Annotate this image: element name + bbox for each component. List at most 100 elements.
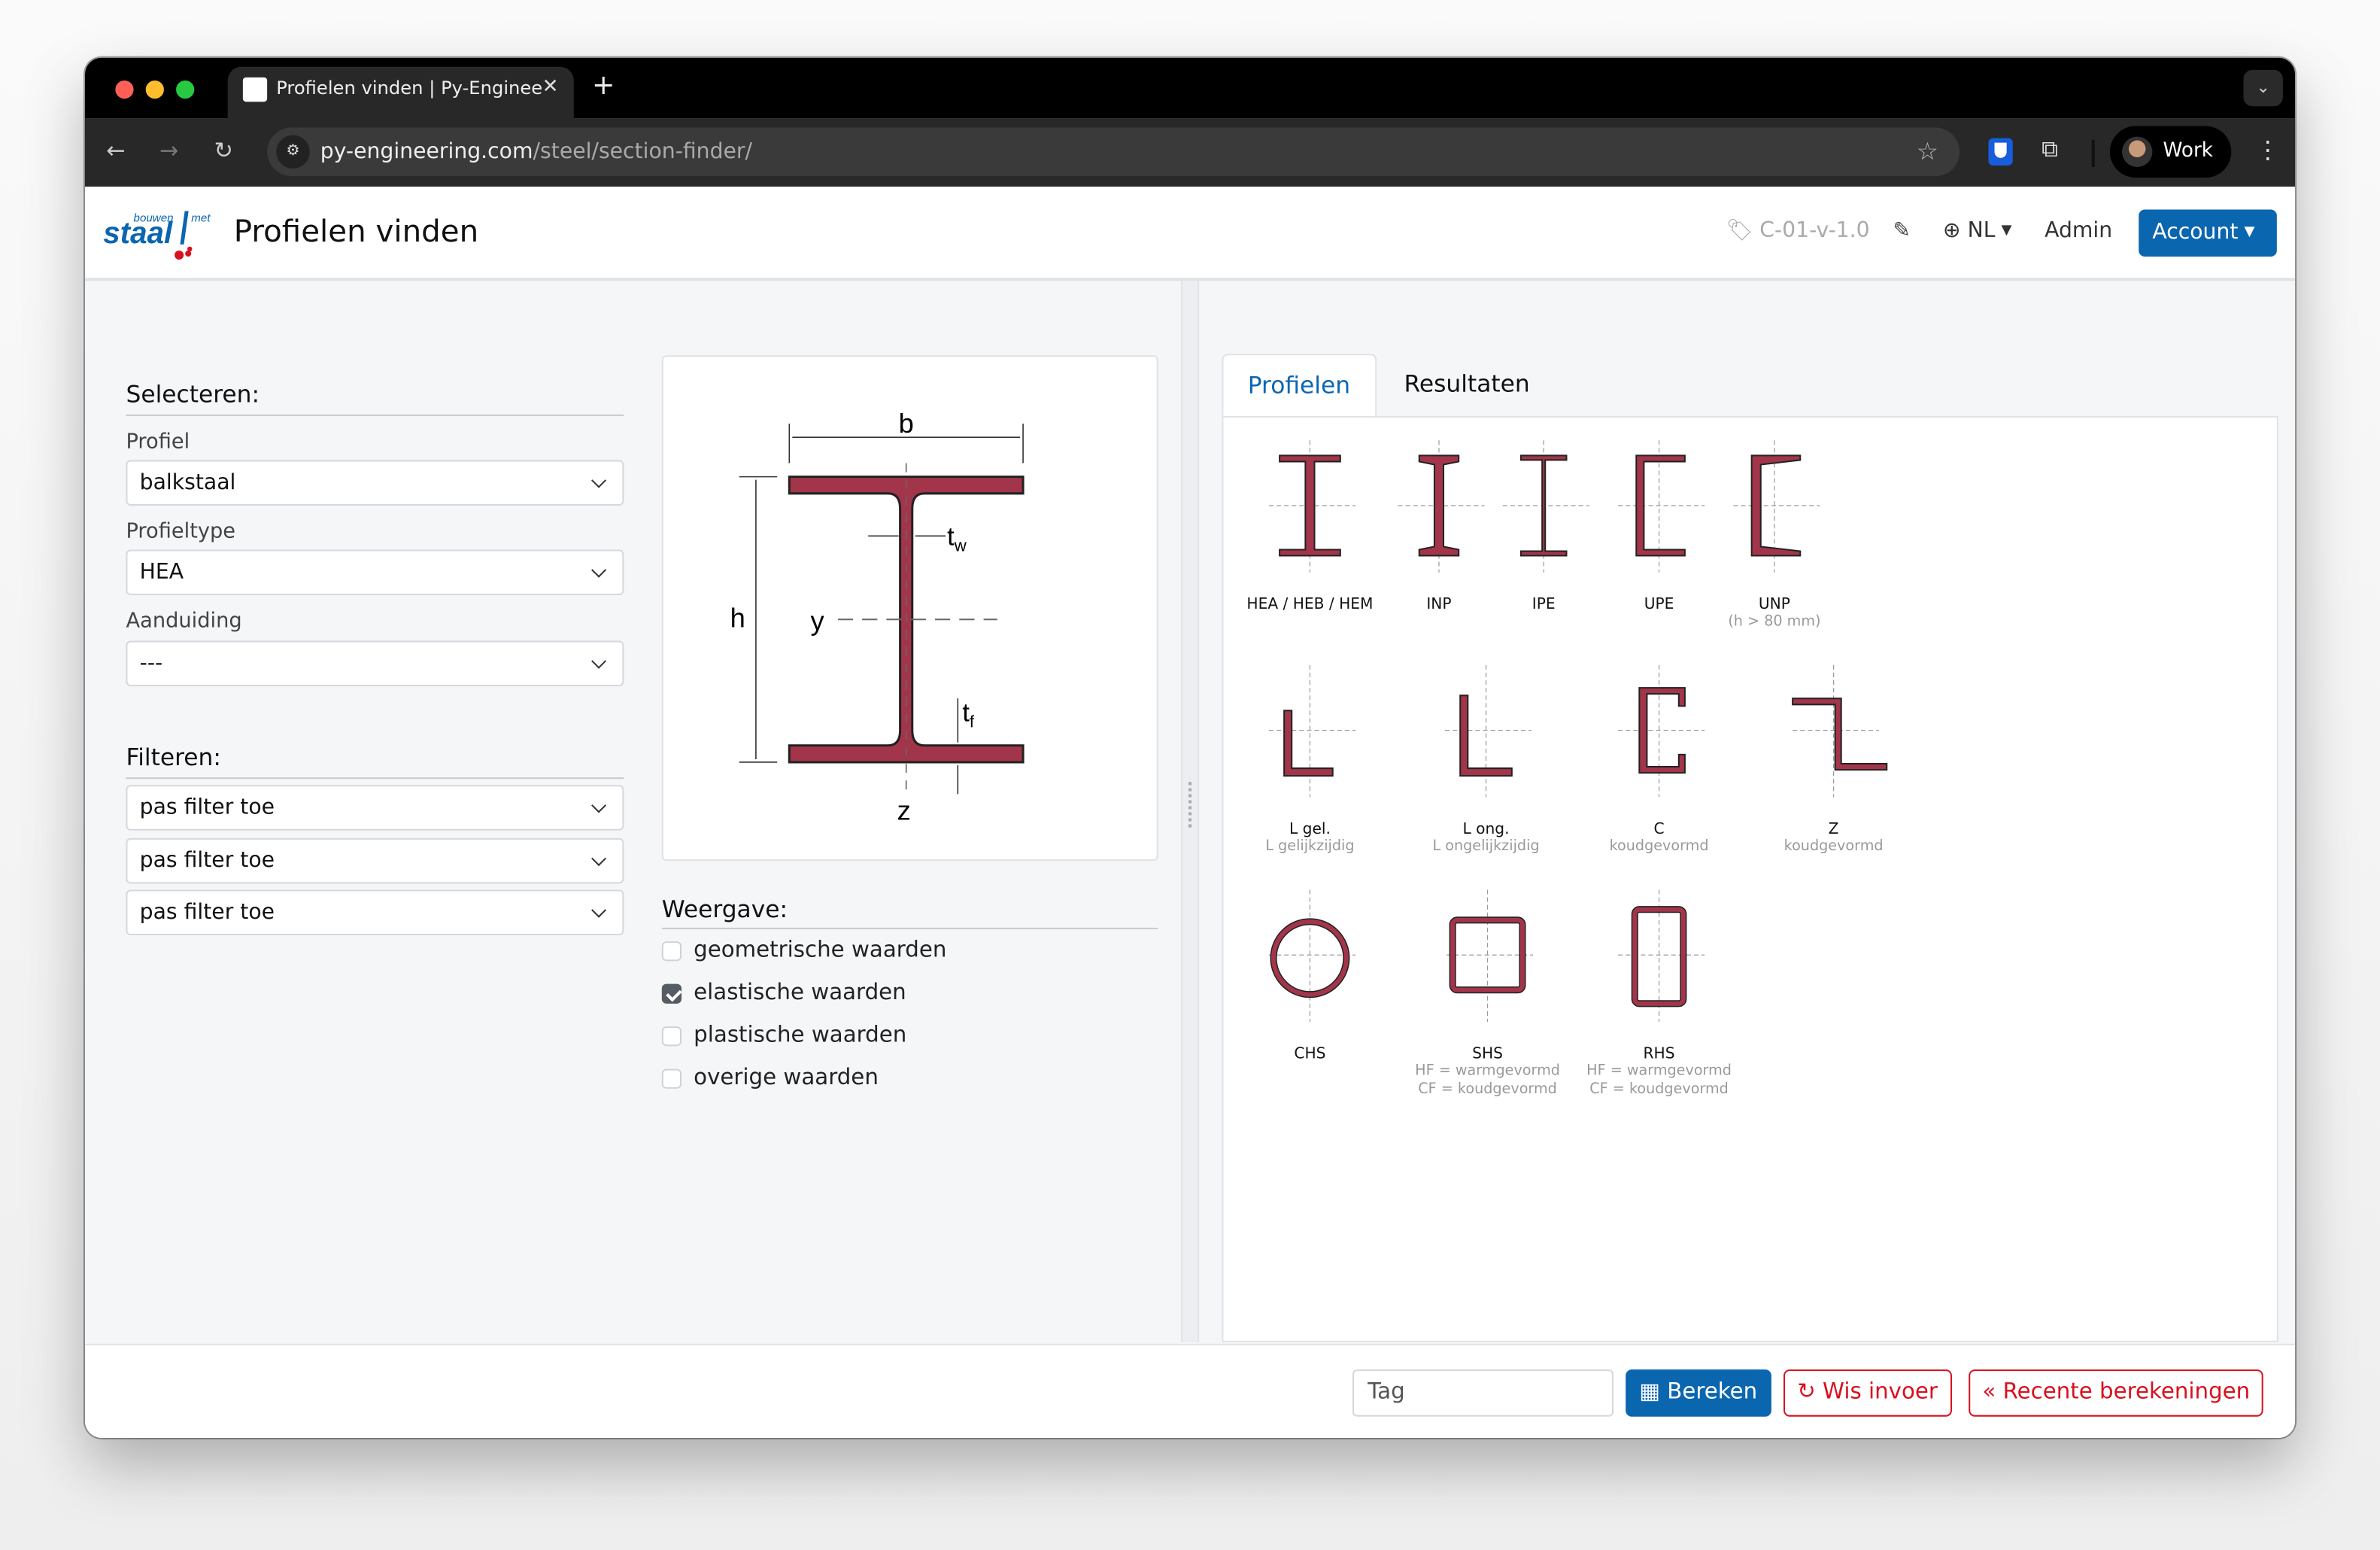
panel-resize-handle[interactable]: [1180, 281, 1200, 1342]
language-value: NL: [1967, 218, 1996, 243]
checkbox-box[interactable]: [661, 1026, 682, 1047]
address-bar[interactable]: ⚙ py-engineering.com/steel/section-finde…: [267, 127, 1960, 177]
filter-heading: Filteren:: [126, 743, 221, 772]
dim-h-label: h: [730, 602, 745, 633]
tag-input[interactable]: Tag: [1352, 1369, 1614, 1417]
checkbox-elastische-waarden[interactable]: elastische waarden: [661, 980, 906, 1007]
profile-option-l-gel[interactable]: L gel. L gelijkzijdig: [1211, 658, 1408, 856]
version-badge: 🏷︎ C-01-v-1.0: [1726, 219, 1869, 243]
bouwen-met-staal-logo[interactable]: bouwen met staal: [103, 208, 218, 263]
bookmark-star-icon[interactable]: ☆: [1916, 136, 1938, 166]
profieltype-select[interactable]: HEA: [126, 549, 624, 596]
forward-icon[interactable]: →: [159, 136, 179, 164]
profile-option-inp[interactable]: INP: [1340, 433, 1538, 613]
svg-text:bouwen: bouwen: [134, 212, 174, 225]
footer-bar: Tag ▦ Bereken ↻ Wis invoer « Recente ber…: [85, 1343, 2296, 1438]
browser-window: Profielen vinden | Py-Enginee ✕ + ⌄ ← → …: [85, 57, 2296, 1438]
profile-shape-icon: [1268, 440, 1355, 573]
profile-subtitle: HF = warmgevormd: [1586, 1062, 1732, 1080]
reload-icon[interactable]: ↻: [214, 136, 233, 164]
wis-invoer-button[interactable]: ↻ Wis invoer: [1783, 1369, 1952, 1417]
profile-option-ipe[interactable]: IPE: [1445, 433, 1642, 613]
bitwarden-extension-icon[interactable]: [1988, 138, 2013, 166]
profile-button[interactable]: Work: [2109, 126, 2232, 178]
profile-name: Z: [1828, 821, 1839, 838]
button-label: Recente berekeningen: [2002, 1380, 2251, 1405]
select-value: ---: [139, 651, 163, 676]
profile-option-hea-heb-hem[interactable]: HEA / HEB / HEM: [1211, 433, 1408, 613]
url-path: /steel/section-finder/: [533, 139, 753, 164]
profile-shape-icon: [1445, 664, 1532, 798]
checkbox-box[interactable]: [661, 941, 682, 962]
refresh-icon: ↻: [1797, 1380, 1816, 1405]
profile-shape-icon: [1792, 664, 1888, 798]
chevron-down-icon: [591, 653, 607, 669]
profile-name: HEA / HEB / HEM: [1246, 597, 1374, 614]
dim-b-label: b: [899, 408, 914, 439]
chevron-down-icon: [591, 851, 607, 867]
chevron-down-icon: [591, 562, 607, 578]
profile-name: CHS: [1294, 1046, 1326, 1063]
checkbox-box-checked[interactable]: [661, 983, 682, 1004]
recente-berekeningen-button[interactable]: « Recente berekeningen: [1969, 1369, 2264, 1417]
i-beam-diagram: b h y z tw tf: [730, 408, 1025, 826]
app-page: bouwen met staal Profielen vinden 🏷︎ C-0…: [85, 187, 2296, 1438]
close-tab-icon[interactable]: ✕: [542, 75, 559, 99]
svg-text:met: met: [191, 212, 211, 225]
profile-option-l-ong[interactable]: L ong. L ongelijkzijdig: [1387, 658, 1584, 856]
menu-kebab-icon[interactable]: ⋮: [2255, 135, 2280, 164]
profile-option-upe[interactable]: UPE: [1560, 433, 1757, 613]
filter-select-1[interactable]: pas filter toe: [126, 785, 624, 831]
profile-name: IPE: [1532, 597, 1556, 614]
language-dropdown[interactable]: ⊕ NL ▼: [1943, 219, 2012, 243]
toolbar-divider: [2091, 139, 2095, 167]
tab-title: Profielen vinden | Py-Enginee: [276, 77, 543, 99]
profiles-panel: HEA / HEB / HEM INP IPE UPE UNP (h > 80 mm) L …: [1222, 415, 2278, 1342]
back-icon[interactable]: ←: [106, 136, 126, 164]
checkbox-box[interactable]: [661, 1068, 682, 1089]
tab-profielen[interactable]: Profielen: [1222, 354, 1377, 419]
double-chevron-left-icon: «: [1982, 1380, 1996, 1405]
aanduiding-select[interactable]: ---: [126, 640, 624, 687]
site-settings-icon[interactable]: ⚙: [276, 135, 310, 169]
page-title: Profielen vinden: [233, 212, 479, 249]
profile-subtitle: HF = warmgevormd: [1415, 1062, 1560, 1080]
close-window-button[interactable]: [115, 80, 134, 99]
bereken-button[interactable]: ▦ Bereken: [1626, 1369, 1771, 1417]
checkbox-overige-waarden[interactable]: overige waarden: [661, 1065, 879, 1092]
admin-link[interactable]: Admin: [2045, 218, 2113, 243]
profiel-select[interactable]: balkstaal: [126, 460, 624, 506]
filter-select-2[interactable]: pas filter toe: [126, 837, 624, 884]
profile-shape-icon: [1618, 440, 1705, 573]
profile-option-rhs[interactable]: RHS HF = warmgevormd CF = koudgevormd: [1560, 882, 1757, 1099]
profile-name: UPE: [1644, 597, 1674, 614]
grip-icon: [1188, 782, 1192, 828]
tab-resultaten[interactable]: Resultaten: [1380, 354, 1554, 418]
button-label: Bereken: [1667, 1380, 1758, 1405]
checkbox-plastische-waarden[interactable]: plastische waarden: [661, 1022, 906, 1049]
checkbox-geometrische-waarden[interactable]: geometrische waarden: [661, 937, 946, 964]
tab-search-chevron-icon[interactable]: ⌄: [2243, 69, 2283, 107]
edit-pencil-icon[interactable]: ✎: [1893, 218, 1911, 243]
new-tab-icon[interactable]: +: [591, 69, 615, 102]
profile-name: SHS: [1472, 1046, 1503, 1063]
version-text: C-01-v-1.0: [1759, 218, 1870, 243]
tab-label: Profielen: [1247, 372, 1351, 400]
favicon-icon: [242, 77, 268, 102]
profile-option-chs[interactable]: CHS: [1211, 882, 1408, 1063]
profile-option-unp[interactable]: UNP (h > 80 mm): [1676, 433, 1873, 631]
select-value: pas filter toe: [139, 849, 275, 874]
account-dropdown-button[interactable]: Account ▼: [2139, 209, 2277, 257]
profile-option-shs[interactable]: SHS HF = warmgevormd CF = koudgevormd: [1389, 882, 1586, 1099]
profile-name: C: [1653, 821, 1665, 838]
browser-tab[interactable]: Profielen vinden | Py-Enginee ✕: [227, 66, 574, 122]
select-value: pas filter toe: [139, 900, 275, 925]
minimize-window-button[interactable]: [145, 80, 164, 99]
maximize-window-button[interactable]: [176, 80, 195, 99]
profile-shape-icon: [1447, 889, 1534, 1023]
filter-select-3[interactable]: pas filter toe: [126, 889, 624, 936]
extensions-puzzle-icon[interactable]: ⧉: [2042, 135, 2058, 163]
